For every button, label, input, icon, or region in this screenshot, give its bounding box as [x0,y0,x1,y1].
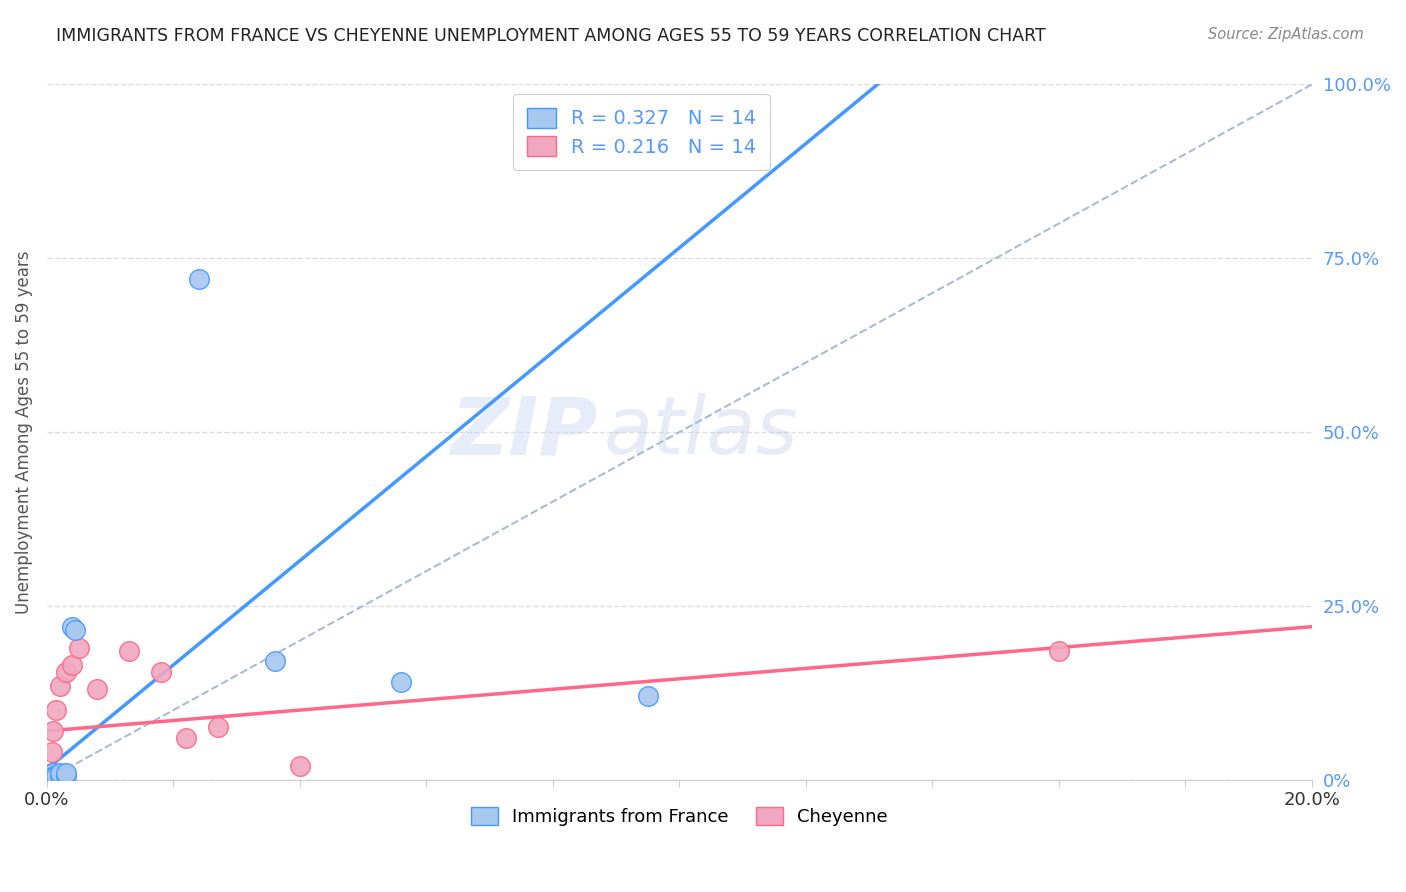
Point [55,665,77,679]
Point [42,723,65,738]
Point [42,765,65,780]
Point [55,765,77,780]
Text: IMMIGRANTS FROM FRANCE VS CHEYENNE UNEMPLOYMENT AMONG AGES 55 TO 59 YEARS CORREL: IMMIGRANTS FROM FRANCE VS CHEYENNE UNEMP… [56,27,1046,45]
Point [65,623,87,637]
Point [207,721,229,735]
Point [149,665,172,679]
Point [60,620,83,634]
Text: Source: ZipAtlas.com: Source: ZipAtlas.com [1208,27,1364,42]
Point [60,657,83,672]
Point [1047,644,1070,658]
Point [389,675,412,690]
Text: atlas: atlas [603,393,799,471]
Point [44,769,66,783]
Point [48,679,70,693]
Point [48,769,70,783]
Point [174,731,197,745]
Y-axis label: Unemployment Among Ages 55 to 59 years: Unemployment Among Ages 55 to 59 years [15,251,32,614]
Point [48,765,70,780]
Point [67,640,90,655]
Point [86,682,108,697]
Point [45,769,67,783]
Point [118,644,141,658]
Text: ZIP: ZIP [450,393,598,471]
Point [263,655,285,669]
Point [288,758,311,772]
Point [637,689,659,703]
Legend: Immigrants from France, Cheyenne: Immigrants from France, Cheyenne [464,799,896,833]
Point [41,765,63,780]
Point [45,703,67,717]
Point [55,769,77,783]
Point [41,745,63,759]
Point [187,272,209,286]
